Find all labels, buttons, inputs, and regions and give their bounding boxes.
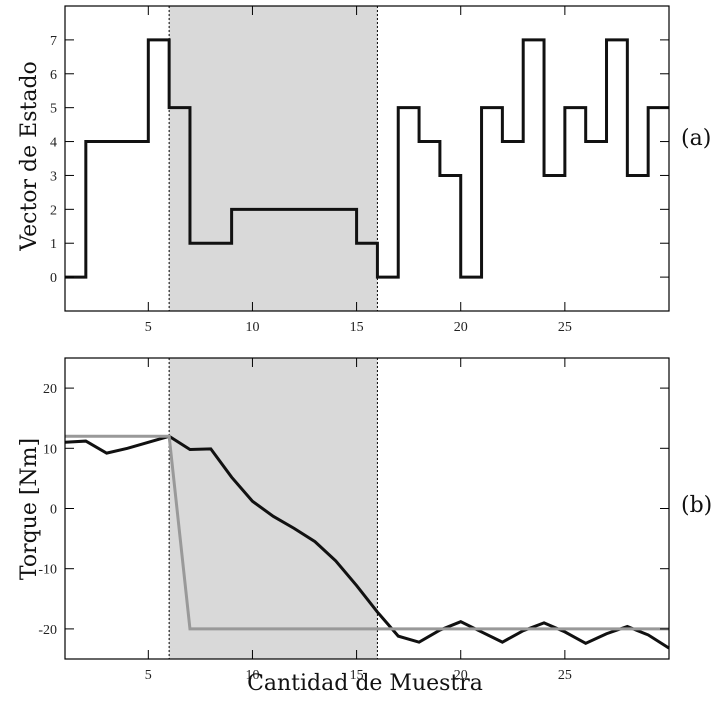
axes-frame-a bbox=[64, 5, 670, 312]
y-tick-label-b: 20 bbox=[43, 382, 57, 397]
shaded-region-b bbox=[169, 358, 378, 659]
y-tick-label-a: 3 bbox=[50, 169, 57, 184]
y-tick-label-a: 7 bbox=[50, 34, 57, 49]
y-tick-label-a: 6 bbox=[50, 68, 57, 83]
panel-a: 5 10 15 20 25 0 1 2 3 4 5 6 7 bbox=[50, 5, 670, 335]
y-tick-label-b: -20 bbox=[38, 623, 57, 638]
x-tick-label-b: 15 bbox=[350, 668, 364, 683]
y-tick-label-a: 2 bbox=[50, 203, 57, 218]
panel-label-b: (b) bbox=[681, 493, 712, 518]
y-tick-label-b: 0 bbox=[50, 503, 57, 518]
x-tick-label-b: 10 bbox=[245, 668, 259, 683]
x-axis-label: Cantidad de Muestra bbox=[247, 671, 483, 696]
y-tick-label-a: 1 bbox=[50, 237, 57, 252]
panel-b: 5 10 15 20 25 20 10 0 -10 -20 bbox=[38, 357, 670, 683]
x-tick-label-a: 15 bbox=[350, 320, 364, 335]
y-tick-label-a: 5 bbox=[50, 102, 57, 117]
series-line-a-1 bbox=[65, 38, 669, 279]
y-tick-label-a: 0 bbox=[50, 271, 57, 286]
x-tick-label-b: 5 bbox=[145, 668, 152, 683]
x-tick-label-b: 20 bbox=[454, 668, 468, 683]
y-tick-label-b: 10 bbox=[43, 442, 57, 457]
x-tick-label-a: 20 bbox=[454, 320, 468, 335]
y-axis-label-b: Torque [Nm] bbox=[17, 438, 42, 580]
x-tick-label-b: 25 bbox=[558, 668, 572, 683]
x-tick-label-a: 5 bbox=[145, 320, 152, 335]
y-tick-label-b: -10 bbox=[38, 563, 57, 578]
shaded-region-a bbox=[169, 6, 378, 311]
x-tick-label-a: 10 bbox=[245, 320, 259, 335]
series-line-b-2 bbox=[65, 434, 669, 631]
y-tick-label-a: 4 bbox=[50, 136, 57, 151]
panel-label-a: (a) bbox=[681, 126, 711, 151]
x-tick-label-a: 25 bbox=[558, 320, 572, 335]
y-axis-label-a: Vector de Estado bbox=[17, 61, 42, 252]
